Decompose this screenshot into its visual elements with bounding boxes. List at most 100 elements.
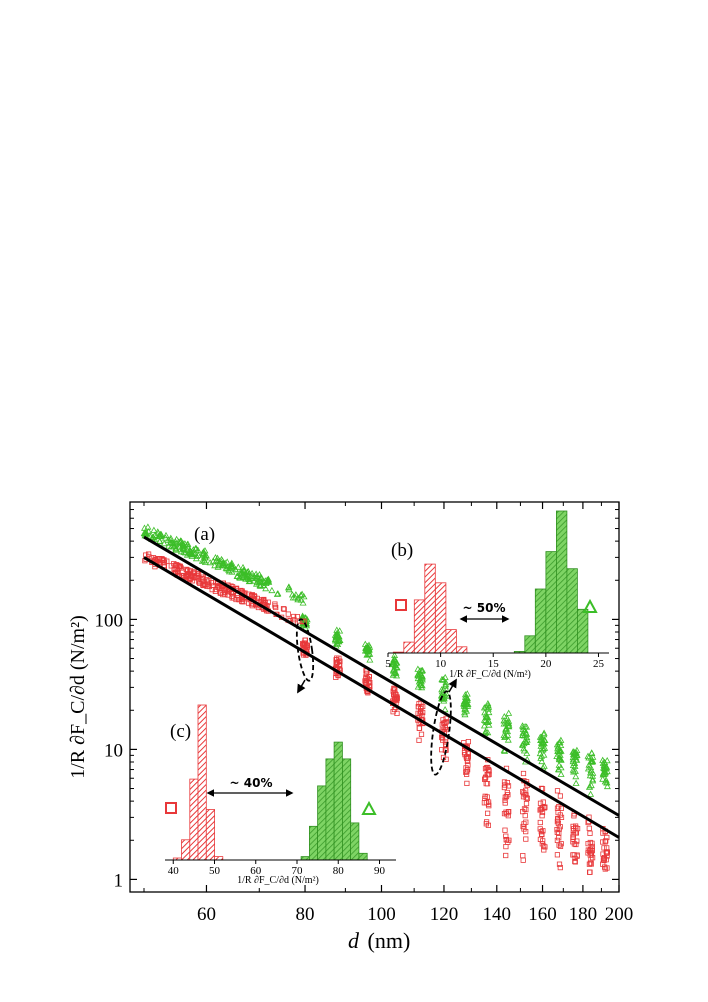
green-triangle-point — [571, 767, 579, 774]
red-square-point — [503, 844, 509, 850]
red-square-point — [363, 681, 369, 687]
green-triangle-point — [485, 708, 493, 716]
x-axis-unit: (nm) — [368, 928, 411, 953]
inset-b-green-bar — [566, 568, 578, 654]
y-tick-label: 1 — [114, 870, 124, 891]
green-triangle-point — [556, 738, 564, 745]
green-fit-line — [143, 535, 620, 817]
green-triangle-point — [555, 766, 563, 773]
green-triangle-point — [589, 777, 597, 784]
inset-b-legend-triangle-icon — [582, 598, 598, 613]
green-triangle-point — [366, 656, 374, 663]
red-square-point — [557, 865, 563, 871]
red-square-point — [587, 830, 593, 836]
green-triangle-point — [572, 779, 580, 786]
inset-c-green-bar — [341, 758, 352, 861]
red-square-point — [443, 727, 450, 733]
green-triangle-point — [162, 531, 170, 539]
green-triangle-point — [438, 675, 446, 683]
green-triangle-point — [160, 539, 168, 547]
red-square-point — [220, 592, 226, 598]
green-triangle-point — [520, 744, 528, 752]
green-triangle-point — [389, 658, 397, 666]
green-triangle-point — [523, 723, 531, 730]
axis-ticks: 60 80 100 120 140 160 180 200 1 10 100 — [95, 501, 633, 925]
inset-c-red-bar — [181, 839, 191, 861]
red-square-point — [502, 794, 508, 800]
red-square-point — [602, 839, 608, 845]
green-triangle-point — [484, 717, 492, 724]
green-triangle-point — [194, 551, 202, 558]
inset-c-x-tick-label: 90 — [374, 865, 386, 877]
red-square-point — [333, 661, 339, 667]
red-square-point — [571, 841, 578, 847]
green-triangle-point — [540, 730, 548, 738]
red-square-point — [196, 579, 202, 585]
green-triangle-point — [223, 558, 231, 565]
inset-c-red-bar — [189, 778, 199, 861]
red-square-point — [604, 845, 610, 851]
red-square-point — [281, 606, 287, 612]
green-triangle-point — [538, 757, 546, 765]
red-square-point — [442, 720, 448, 727]
red-square-point — [366, 674, 372, 680]
green-triangle-point — [334, 637, 342, 645]
red-square-point — [334, 655, 340, 661]
x-tick-label: 180 — [569, 904, 598, 925]
inset-b-green-bar — [545, 551, 557, 654]
inset-c-histogram: 40 50 60 70 80 90 (c) ~ 40% 1/R ∂F_C/∂d (N/m²… — [165, 704, 396, 886]
red-square-point — [416, 737, 422, 743]
red-square-point — [464, 780, 470, 787]
green-triangle-point — [246, 577, 254, 584]
inset-c-x-tick-label: 40 — [168, 865, 180, 877]
green-triangle-point — [297, 591, 305, 598]
green-triangle-point — [589, 758, 597, 765]
green-triangle-point — [463, 694, 471, 702]
green-triangle-point — [589, 775, 597, 783]
inset-b-green-bar — [556, 510, 568, 654]
red-square-point — [523, 829, 529, 835]
red-square-point — [523, 819, 529, 825]
red-square-point — [520, 770, 527, 777]
red-square-point — [542, 844, 548, 850]
inset-c-green-bar — [358, 852, 368, 861]
green-triangle-point — [521, 727, 529, 734]
inset-b-x-tick-label: 15 — [488, 658, 500, 670]
green-triangle-point — [557, 756, 565, 763]
inset-c-green-bar — [333, 741, 343, 861]
green-triangle-point — [256, 581, 264, 589]
green-triangle-point — [336, 627, 344, 634]
green-triangle-point — [599, 771, 607, 778]
red-square-point — [464, 754, 470, 760]
inset-b-red-bar — [413, 599, 426, 654]
red-square-point — [554, 837, 561, 844]
red-square-point — [586, 861, 593, 867]
green-triangle-point — [417, 678, 425, 685]
red-square-point — [604, 850, 610, 856]
red-fit-line — [143, 556, 620, 839]
green-triangle-point — [554, 745, 562, 752]
panel-label-b: (b) — [391, 540, 413, 561]
red-square-point — [604, 865, 610, 871]
green-triangle-point — [599, 775, 607, 782]
inset-c-green-bar — [325, 758, 335, 861]
red-square-point — [520, 857, 526, 863]
red-square-point — [572, 859, 578, 865]
inset-b-x-label: 1/R ∂F_C/∂d (N/m²) — [449, 669, 531, 680]
green-triangle-point — [523, 736, 531, 743]
green-triangle-point — [363, 651, 371, 658]
red-square-point — [391, 685, 397, 691]
red-square-point — [439, 734, 445, 740]
green-triangle-point — [298, 590, 306, 597]
green-triangle-point — [572, 772, 580, 780]
inset-c-red-bar — [205, 809, 216, 861]
red-square-point — [230, 591, 236, 597]
red-square-point — [273, 604, 279, 611]
red-square-point — [539, 841, 545, 847]
green-triangle-point — [419, 666, 426, 674]
y-axis-label: 1/R ∂F_C/∂d (N/m²) — [67, 615, 89, 779]
red-square-point — [502, 800, 508, 806]
green-triangle-point — [365, 650, 373, 657]
green-triangle-point — [540, 745, 547, 752]
green-triangle-point — [540, 729, 548, 736]
